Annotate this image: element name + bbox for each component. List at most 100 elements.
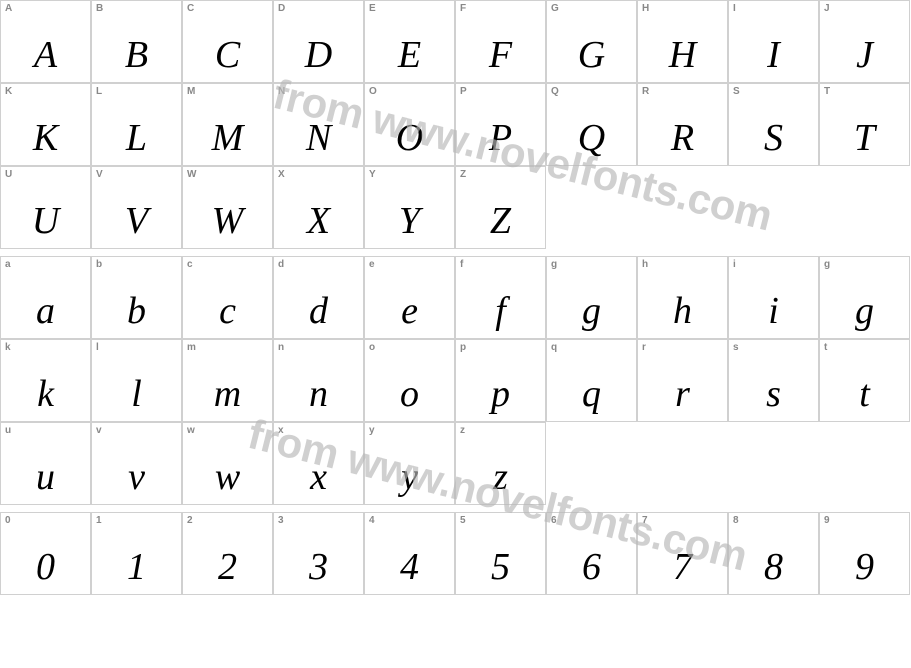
glyph-cell: zz — [455, 422, 546, 505]
glyph-cell: 88 — [728, 512, 819, 595]
glyph-cell: ll — [91, 339, 182, 422]
glyph-label: F — [460, 3, 466, 14]
glyph-cell: EE — [364, 0, 455, 83]
glyph-cell: ii — [728, 256, 819, 339]
glyph-cell: YY — [364, 166, 455, 249]
glyph-cell: 11 — [91, 512, 182, 595]
glyph-character: S — [729, 119, 818, 157]
glyph-cell: hh — [637, 256, 728, 339]
glyph-label: z — [460, 425, 465, 436]
section-spacer — [0, 505, 911, 512]
glyph-label: W — [187, 169, 196, 180]
glyph-label: E — [369, 3, 376, 14]
glyph-cell: MM — [182, 83, 273, 166]
glyph-cell: 55 — [455, 512, 546, 595]
glyph-cell: ff — [455, 256, 546, 339]
glyph-character: x — [274, 458, 363, 496]
glyph-label: b — [96, 259, 102, 270]
glyph-cell: AA — [0, 0, 91, 83]
glyph-label: Q — [551, 86, 559, 97]
glyph-character: F — [456, 36, 545, 74]
glyph-label: P — [460, 86, 467, 97]
glyph-character: D — [274, 36, 363, 74]
glyph-cell: II — [728, 0, 819, 83]
glyph-cell: UU — [0, 166, 91, 249]
glyph-character: H — [638, 36, 727, 74]
glyph-character: C — [183, 36, 272, 74]
glyph-character: J — [820, 36, 909, 74]
glyph-label: d — [278, 259, 284, 270]
glyph-cell: gg — [546, 256, 637, 339]
glyph-label: 8 — [733, 515, 739, 526]
glyph-cell: 66 — [546, 512, 637, 595]
glyph-label: N — [278, 86, 285, 97]
glyph-character: N — [274, 119, 363, 157]
glyph-cell: VV — [91, 166, 182, 249]
glyph-label: J — [824, 3, 830, 14]
glyph-label: m — [187, 342, 196, 353]
glyph-character: X — [274, 202, 363, 240]
glyph-cell: gg — [819, 256, 910, 339]
glyph-row: KKLLMMNNOOPPQQRRSSTT — [0, 83, 911, 166]
glyph-label: 7 — [642, 515, 648, 526]
glyph-label: Z — [460, 169, 466, 180]
glyph-character: u — [1, 458, 90, 496]
glyph-character: f — [456, 292, 545, 330]
glyph-cell: TT — [819, 83, 910, 166]
glyph-character: k — [1, 375, 90, 413]
glyph-label: v — [96, 425, 102, 436]
glyph-cell: RR — [637, 83, 728, 166]
glyph-character: e — [365, 292, 454, 330]
glyph-label: a — [5, 259, 11, 270]
glyph-label: 9 — [824, 515, 830, 526]
glyph-character: l — [92, 375, 181, 413]
glyph-character: t — [820, 375, 909, 413]
glyph-label: L — [96, 86, 102, 97]
glyph-label: q — [551, 342, 557, 353]
glyph-label: T — [824, 86, 830, 97]
glyph-character: L — [92, 119, 181, 157]
glyph-character: Z — [456, 202, 545, 240]
glyph-label: U — [5, 169, 12, 180]
glyph-label: n — [278, 342, 284, 353]
glyph-label: r — [642, 342, 646, 353]
glyph-label: e — [369, 259, 375, 270]
glyph-character: 3 — [274, 548, 363, 586]
glyph-label: H — [642, 3, 649, 14]
glyph-cell: nn — [273, 339, 364, 422]
glyph-cell: FF — [455, 0, 546, 83]
glyph-character: a — [1, 292, 90, 330]
glyph-label: 3 — [278, 515, 284, 526]
glyph-label: o — [369, 342, 375, 353]
glyph-cell: OO — [364, 83, 455, 166]
glyph-cell: pp — [455, 339, 546, 422]
glyph-character: g — [820, 292, 909, 330]
glyph-character: G — [547, 36, 636, 74]
glyph-label: X — [278, 169, 285, 180]
glyph-character: y — [365, 458, 454, 496]
glyph-character: 4 — [365, 548, 454, 586]
glyph-cell: GG — [546, 0, 637, 83]
glyph-row: kkllmmnnooppqqrrsstt — [0, 339, 911, 422]
glyph-character: K — [1, 119, 90, 157]
font-character-map: AABBCCDDEEFFGGHHIIJJKKLLMMNNOOPPQQRRSSTT… — [0, 0, 911, 595]
glyph-character: 2 — [183, 548, 272, 586]
glyph-cell: yy — [364, 422, 455, 505]
glyph-label: 2 — [187, 515, 193, 526]
glyph-character: h — [638, 292, 727, 330]
glyph-label: c — [187, 259, 193, 270]
glyph-label: 5 — [460, 515, 466, 526]
glyph-character: r — [638, 375, 727, 413]
glyph-label: g — [824, 259, 830, 270]
glyph-character: E — [365, 36, 454, 74]
glyph-character: 1 — [92, 548, 181, 586]
glyph-character: c — [183, 292, 272, 330]
glyph-cell: 44 — [364, 512, 455, 595]
glyph-label: O — [369, 86, 377, 97]
glyph-cell: ZZ — [455, 166, 546, 249]
glyph-character: Y — [365, 202, 454, 240]
glyph-cell: 00 — [0, 512, 91, 595]
glyph-label: h — [642, 259, 648, 270]
glyph-cell: PP — [455, 83, 546, 166]
glyph-character: Q — [547, 119, 636, 157]
